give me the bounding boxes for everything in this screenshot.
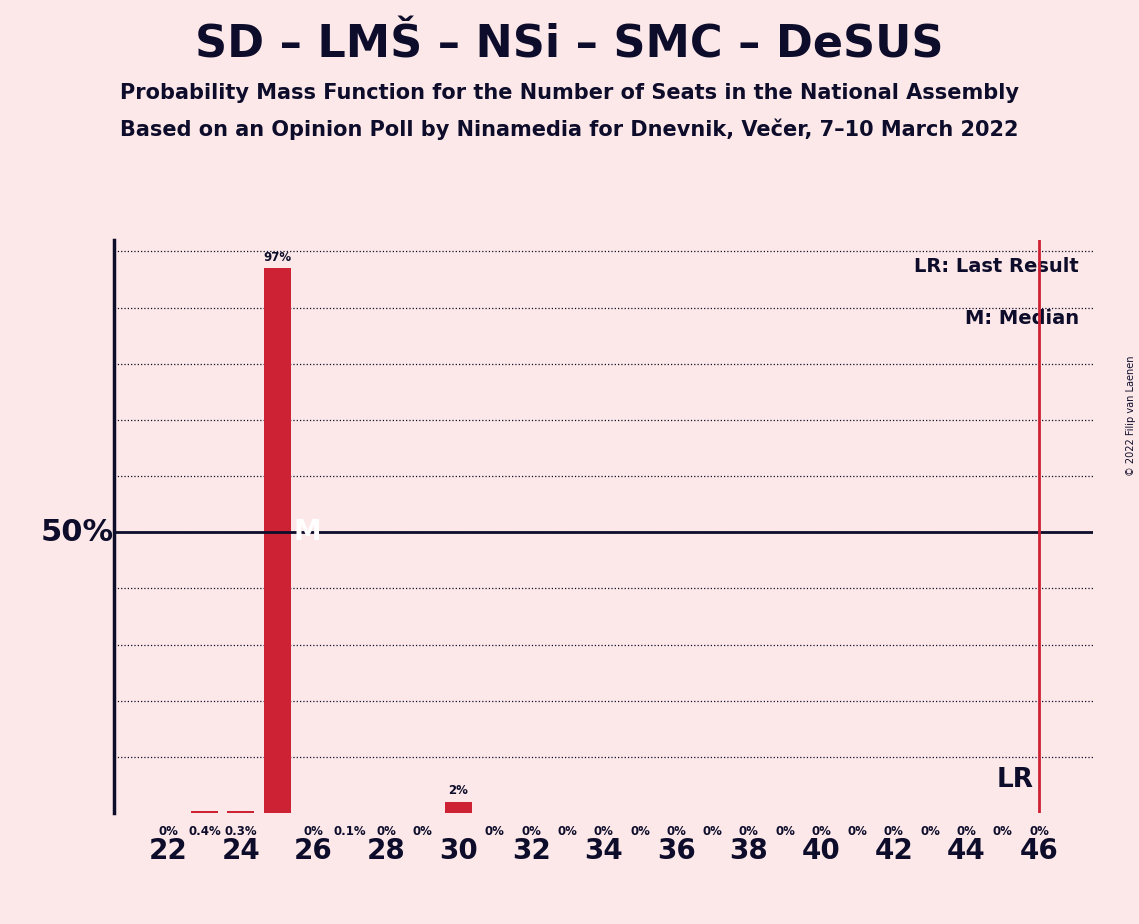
Text: 0%: 0% [776,825,795,838]
Bar [191,811,219,813]
Text: 0%: 0% [630,825,650,838]
Text: Based on an Opinion Poll by Ninamedia for Dnevnik, Večer, 7–10 March 2022: Based on an Opinion Poll by Ninamedia fo… [121,118,1018,140]
Bar [263,268,290,813]
Text: 0%: 0% [811,825,831,838]
Text: 0%: 0% [557,825,577,838]
Text: SD – LMŠ – NSi – SMC – DeSUS: SD – LMŠ – NSi – SMC – DeSUS [195,23,944,67]
Text: 0%: 0% [739,825,759,838]
Text: 0%: 0% [847,825,868,838]
Text: LR: LR [997,768,1033,794]
Text: 0%: 0% [1029,825,1049,838]
Text: 0.3%: 0.3% [224,825,257,838]
Text: 0%: 0% [522,825,541,838]
Bar [228,811,254,813]
Text: 0%: 0% [593,825,614,838]
Text: 0%: 0% [158,825,179,838]
Text: 0%: 0% [884,825,904,838]
Text: © 2022 Filip van Laenen: © 2022 Filip van Laenen [1125,356,1136,476]
Text: 0%: 0% [920,825,940,838]
Text: 0%: 0% [485,825,505,838]
Text: LR: Last Result: LR: Last Result [913,258,1079,276]
Bar [445,802,473,813]
Text: 50%: 50% [41,517,114,547]
Text: M: Median: M: Median [965,309,1079,328]
Text: Probability Mass Function for the Number of Seats in the National Assembly: Probability Mass Function for the Number… [120,83,1019,103]
Text: 0%: 0% [303,825,323,838]
Text: 97%: 97% [263,250,292,264]
Text: 0.4%: 0.4% [188,825,221,838]
Text: 2%: 2% [449,784,468,797]
Text: 0%: 0% [666,825,686,838]
Text: 0%: 0% [376,825,396,838]
Text: M: M [294,518,321,546]
Text: 0%: 0% [957,825,976,838]
Text: 0%: 0% [993,825,1013,838]
Text: 0%: 0% [703,825,722,838]
Text: 0.1%: 0.1% [334,825,366,838]
Text: 0%: 0% [412,825,432,838]
